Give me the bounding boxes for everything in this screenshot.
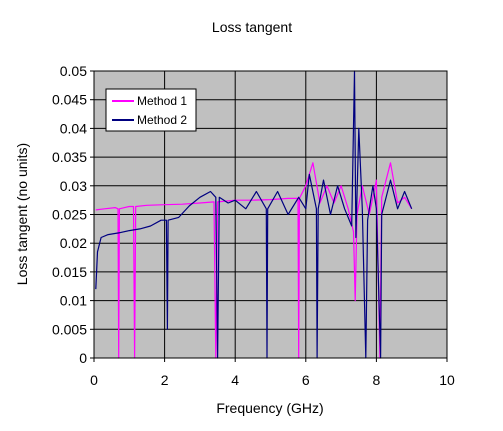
axis-ticks: 0 0.005 0.01 0.015 0.02 0.025 0.03 0.035 0.04 0.0…: [52, 63, 455, 388]
legend-box: [105, 88, 197, 132]
x-tick-label: 2: [161, 372, 169, 388]
x-tick-label: 10: [439, 372, 455, 388]
x-tick-label: 8: [373, 372, 381, 388]
y-tick-label: 0.015: [52, 264, 87, 280]
plot-border: [93, 70, 448, 359]
y-tick-label: 0.05: [60, 63, 87, 79]
x-tick-label: 0: [90, 372, 98, 388]
x-tick-label: 6: [302, 372, 310, 388]
y-tick-label: 0.02: [60, 235, 87, 251]
series-line-method-2: [95, 70, 413, 359]
y-tick-label: 0: [79, 350, 87, 366]
series-layer: [95, 70, 413, 359]
y-tick-label: 0.04: [60, 120, 87, 136]
y-tick-label: 0.035: [52, 149, 87, 165]
y-axis-label: Loss tangent (no units): [14, 143, 30, 285]
x-axis-label: Frequency (GHz): [216, 400, 323, 416]
y-tick-label: 0.01: [60, 293, 87, 309]
legend-label-method-2: Method 2: [137, 113, 187, 127]
x-tick-label: 4: [231, 372, 239, 388]
y-tick-label: 0.045: [52, 92, 87, 108]
legend-label-method-1: Method 1: [137, 94, 187, 108]
legend: Method 1 Method 2: [105, 88, 197, 132]
y-tick-label: 0.03: [60, 178, 87, 194]
y-tick-label: 0.025: [52, 207, 87, 223]
chart-title: Loss tangent: [212, 19, 292, 35]
y-tick-label: 0.005: [52, 321, 87, 337]
